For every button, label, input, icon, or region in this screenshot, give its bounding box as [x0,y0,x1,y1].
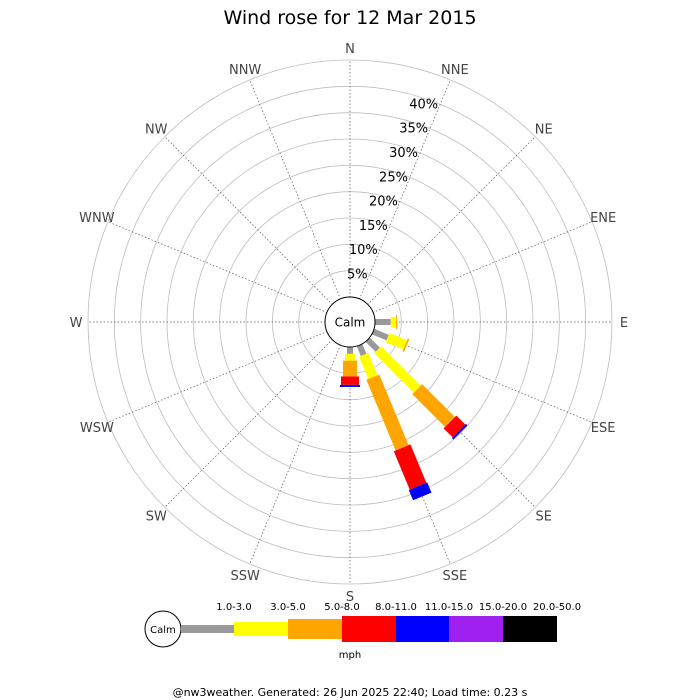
legend-label-4: 11.0-15.0 [425,602,473,613]
direction-label-w: W [70,316,83,331]
spoke-nw [164,136,351,323]
direction-label-sse: SSE [442,569,467,584]
spoke-wsw [107,321,351,423]
bar-se-bin-0 [365,337,380,352]
spoke-ne [349,136,536,323]
bar-e-bin-0 [375,319,391,325]
bar-sse-bin-4 [408,482,432,501]
direction-label-nnw: NNW [229,63,261,78]
legend-swatch-1 [234,622,288,636]
bar-se-bin-1 [374,346,421,393]
bar-se-bin-3 [443,415,466,438]
wind-bars [340,315,468,501]
bar-sse-bin-2 [366,374,409,451]
bar-se-bin-2 [412,384,455,427]
calm-center: Calm [324,296,376,348]
legend-swatch-0 [181,625,234,633]
direction-label-nne: NNE [441,63,469,78]
direction-label-wnw: WNW [79,211,115,226]
legend-swatch-6 [503,616,557,642]
footer-text: @nw3weather. Generated: 26 Jun 2025 22:4… [173,686,528,699]
spoke-nnw [249,79,351,323]
radial-tick-label: 35% [399,122,428,137]
chart-title: Wind rose for 12 Mar 2015 [223,7,476,29]
spoke-ssw [249,321,351,565]
bar-ese-bin-2 [402,338,410,352]
direction-label-ese: ESE [591,421,616,436]
legend-swatch-2 [288,619,342,639]
bar-e-bin-2 [396,315,398,329]
grid-circle [87,59,613,585]
radial-tick-label: 30% [389,146,418,161]
legend-label-3: 8.0-11.0 [375,602,417,613]
bar-s-bin-3 [341,376,359,385]
radial-tick-labels: 5% 10% 15% 20% 25% 30% 35% 40% [347,97,438,282]
direction-label-ssw: SSW [230,569,260,584]
legend-unit: mph [339,650,361,661]
grid-circle [192,164,508,480]
bar-sse-bin-1 [358,352,378,380]
spoke-wnw [107,221,351,323]
radial-tick-label: 15% [359,219,388,234]
bar-se-bin-4 [451,423,468,440]
legend-label-2: 5.0-8.0 [324,602,359,613]
spoke-ese [349,321,593,423]
direction-labels: N NNE NE ENE E ESE SE SSE S SSW SW WSW W WNW NW NNW [70,42,629,605]
calm-label: Calm [335,316,366,330]
direction-spokes [88,60,612,584]
legend-label-0: 1.0-3.0 [216,602,251,613]
direction-label-ne: NE [535,122,553,137]
bar-s-bin-0 [347,347,353,354]
grid-circle [245,217,455,427]
radial-tick-label: 25% [379,170,408,185]
bar-s-bin-2 [343,360,357,377]
bar-sse-bin-3 [393,444,427,490]
direction-label-se: SE [536,510,552,525]
legend-swatch-4 [396,616,449,642]
legend-label-5: 15.0-20.0 [479,602,527,613]
calm-circle [324,296,376,348]
direction-label-nw: NW [145,122,168,137]
radial-tick-label: 10% [349,243,378,258]
radial-tick-label: 20% [369,195,398,210]
bar-s-bin-4 [340,384,360,388]
spoke-ene [349,221,593,323]
bar-ese-bin-0 [371,328,389,341]
bar-s-bin-1 [345,353,355,361]
legend-swatch-3 [342,616,396,642]
legend-calm-label: Calm [150,625,176,636]
direction-label-sw: SW [146,510,167,525]
legend-swatch-5 [449,616,503,642]
speed-legend: Calm mph 1.0-3.0 3.0-5.0 5.0-8.0 8.0-11.0 11… [144,602,581,661]
legend-label-6: 20.0-50.0 [533,602,581,613]
direction-label-ene: ENE [590,211,616,226]
bar-e-bin-1 [390,317,397,327]
direction-label-s: S [346,590,354,605]
direction-label-wsw: WSW [80,421,114,436]
legend-label-1: 3.0-5.0 [270,602,305,613]
radial-tick-label: 40% [409,97,438,112]
direction-label-e: E [620,316,628,331]
grid-circle [140,112,560,532]
radial-tick-label: 5% [347,268,368,283]
spoke-nne [349,79,451,323]
bar-ese-bin-1 [385,332,408,350]
spoke-sw [164,321,351,508]
bar-sse-bin-0 [356,343,367,356]
direction-label-n: N [345,42,355,57]
